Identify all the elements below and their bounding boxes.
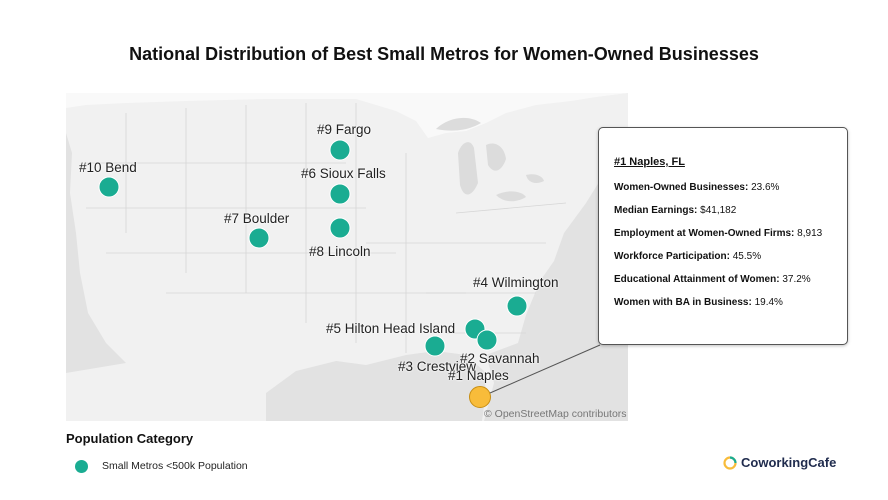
- tooltip-key: Women-Owned Businesses:: [614, 182, 749, 193]
- tooltip-row: Workforce Participation: 45.5%: [614, 251, 847, 262]
- marker-label: #8 Lincoln: [309, 244, 371, 259]
- tooltip-key: Median Earnings:: [614, 205, 698, 216]
- marker-label: #6 Sioux Falls: [301, 166, 386, 181]
- coworkingcafe-logo-icon: [723, 455, 737, 470]
- legend-label: Small Metros <500k Population: [102, 460, 248, 472]
- tooltip-row: Median Earnings: $41,182: [614, 205, 847, 216]
- map-marker[interactable]: [329, 139, 351, 161]
- tooltip-key: Employment at Women-Owned Firms:: [614, 228, 795, 239]
- tooltip-row: Educational Attainment of Women: 37.2%: [614, 274, 847, 285]
- legend-swatch: [75, 460, 88, 473]
- marker-label: #4 Wilmington: [473, 275, 559, 290]
- map-marker[interactable]: [476, 329, 498, 351]
- tooltip-row: Women-Owned Businesses: 23.6%: [614, 182, 847, 193]
- tooltip-key: Educational Attainment of Women:: [614, 274, 780, 285]
- tooltip-key: Women with BA in Business:: [614, 297, 752, 308]
- tooltip-value: 45.5%: [732, 251, 762, 262]
- map-marker[interactable]: [424, 335, 446, 357]
- tooltip-value: 23.6%: [751, 182, 780, 193]
- map-marker[interactable]: [329, 183, 351, 205]
- tooltip-value: 37.2%: [782, 274, 811, 285]
- marker-label: #5 Hilton Head Island: [326, 321, 456, 336]
- chart-title: National Distribution of Best Small Metr…: [129, 44, 759, 64]
- tooltip-title: #1 Naples, FL: [614, 156, 685, 168]
- marker-label: #7 Boulder: [224, 211, 290, 226]
- tooltip-value: $41,182: [700, 205, 737, 216]
- tooltip-row: Employment at Women-Owned Firms: 8,913: [614, 228, 847, 239]
- tooltip-key: Workforce Participation:: [614, 251, 730, 262]
- map-marker[interactable]: [248, 227, 270, 249]
- info-tooltip: #1 Naples, FL Women-Owned Businesses: 23…: [598, 127, 848, 345]
- map-attribution: © OpenStreetMap contributors: [484, 408, 627, 420]
- tooltip-value: 19.4%: [754, 297, 783, 308]
- tooltip-row: Women with BA in Business: 19.4%: [614, 297, 847, 308]
- legend-title: Population Category: [66, 431, 194, 446]
- marker-label: #3 Crestview: [398, 359, 477, 374]
- map-marker[interactable]: [329, 217, 351, 239]
- map-marker-highlighted[interactable]: [469, 386, 491, 408]
- brand-logo: CoworkingCafe: [723, 455, 836, 470]
- brand-name: CoworkingCafe: [741, 455, 837, 470]
- map-marker[interactable]: [98, 176, 120, 198]
- map-marker[interactable]: [506, 295, 528, 317]
- marker-label: #9 Fargo: [317, 122, 372, 137]
- marker-label: #10 Bend: [79, 160, 137, 175]
- tooltip-value: 8,913: [797, 228, 823, 239]
- marker-label: #1 Naples: [448, 368, 509, 383]
